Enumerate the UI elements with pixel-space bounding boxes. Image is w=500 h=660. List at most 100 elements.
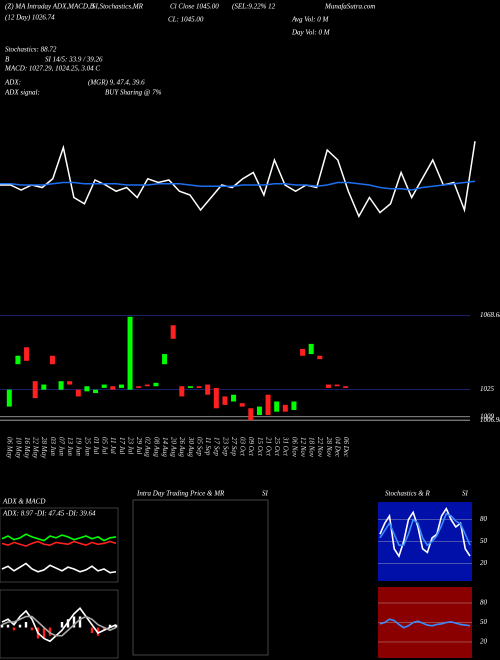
candle-body [325, 384, 331, 388]
candle-body [110, 386, 116, 390]
x-tick-label: 28 May [40, 437, 48, 459]
x-tick-label: 05 Jul [101, 437, 109, 454]
x-tick-label: 11 Sep [204, 437, 212, 456]
x-tick-label: 15 Oct [256, 437, 264, 457]
x-tick-label: 04 Dec [333, 437, 341, 458]
x-tick-label: 22 May [32, 437, 40, 459]
header-text: BUY Sharing @ 7% [105, 89, 162, 97]
candle-body [49, 355, 55, 365]
candle-body [93, 389, 99, 394]
histogram-bar [0, 624, 4, 628]
candle-body [75, 389, 81, 397]
histogram-bar [18, 624, 22, 628]
x-tick-label: 08 Aug [152, 437, 160, 457]
candle-body [67, 381, 73, 385]
header-text: MACD: 1027.29, 1024.25, 3.04 C [4, 65, 100, 73]
panel-title: Stochastics & R [385, 490, 430, 498]
candle-body [58, 381, 64, 390]
histogram-bar [24, 622, 28, 628]
x-tick-label: 03 Oct [239, 437, 247, 457]
candle-body [300, 348, 306, 356]
candle-body [6, 389, 12, 407]
x-tick-label: 26 Aug [178, 437, 186, 457]
histogram-bar [48, 627, 52, 636]
candle-body [239, 403, 245, 407]
candle-body [196, 386, 202, 388]
candle-body [118, 384, 124, 388]
panel-title: SI [262, 490, 269, 498]
panel-title: SI [462, 490, 469, 498]
y-tick-label: 1068.68 [480, 311, 500, 319]
x-tick-label: 06 Dec [342, 437, 350, 458]
header-text: SI,Stochastics,MR [92, 3, 144, 11]
header-text: (12 Day) 1026.74 [5, 14, 55, 22]
y-tick-label: 1009 [480, 412, 495, 420]
x-tick-label: 28 Nov [325, 437, 333, 458]
x-tick-label: 18 Nov [308, 437, 316, 458]
histogram-bar [72, 616, 76, 628]
histogram-bar [66, 619, 70, 628]
series-line [1, 607, 117, 643]
panel [0, 589, 119, 659]
header-text: ADX: [4, 79, 21, 87]
candle-body [144, 384, 150, 387]
x-tick-label: 01 Jul [92, 437, 100, 454]
x-tick-label: 10 May [14, 437, 22, 459]
y-tick-label: 20 [480, 638, 488, 646]
candle-body [274, 401, 280, 412]
histogram-bar [30, 627, 34, 631]
x-tick-label: 25 Jun [83, 437, 91, 456]
candle-body [187, 386, 193, 388]
histogram-bar [78, 616, 82, 628]
candle-body [291, 401, 297, 410]
x-tick-label: 17 Sep [213, 437, 221, 456]
histogram-bar [60, 622, 64, 628]
header-text: MunafaSutra.com [324, 3, 375, 11]
x-tick-label: 25 Oct [273, 437, 281, 457]
header-text: (Z) MA Intraday ADX,MACD,B [5, 3, 95, 11]
x-tick-label: 27 Sep [230, 437, 238, 456]
histogram-bar [114, 624, 118, 628]
candle-body [231, 394, 237, 402]
x-tick-label: 09 Oct [247, 437, 255, 457]
candle-body [265, 394, 271, 416]
series-line [1, 615, 117, 637]
y-tick-label: 50 [480, 618, 488, 626]
histogram-bar [90, 627, 94, 633]
x-tick-label: 17 Jul [118, 437, 126, 454]
series-line [379, 506, 471, 558]
x-tick-label: 02 Aug [144, 437, 152, 457]
candle-body [205, 384, 211, 395]
y-tick-label: 50 [480, 537, 488, 545]
candle-body [256, 406, 262, 416]
y-tick-label: 80 [480, 599, 488, 607]
header-text: (MGR) 9, 47.4, 39.6 [88, 79, 145, 87]
x-tick-label: 21 Oct [264, 437, 272, 457]
x-tick-label: 13 Jun [66, 437, 74, 456]
x-tick-label: 07 Jun [57, 437, 65, 456]
x-tick-label: 23 Sep [221, 437, 229, 456]
x-tick-label: 03 Jun [49, 437, 57, 456]
header-text: Cl Close 1045.00 [170, 3, 219, 11]
y-tick-label: 20 [480, 559, 488, 567]
x-tick-label: 19 Jun [75, 437, 83, 456]
series-line [0, 180, 476, 191]
series-line [1, 540, 117, 547]
y-tick-label: 80 [480, 515, 488, 523]
candle-body [179, 386, 185, 397]
x-tick-label: 30 Aug [187, 436, 195, 457]
header-text: Day Vol: 0 M [291, 29, 331, 37]
candle-body [248, 408, 254, 421]
candle-body [84, 386, 90, 392]
candle-body [41, 384, 47, 390]
candle-body [308, 343, 314, 355]
header-text: (SEL:9.22% 12 [232, 3, 276, 11]
series-line [1, 533, 117, 542]
header-text: SI 14/5: 33.9 / 39.26 [45, 56, 103, 64]
x-tick-label: 12 Nov [299, 437, 307, 458]
x-tick-label: 20 Aug [170, 437, 178, 457]
candle-body [170, 325, 176, 339]
panel-title: ADX & MACD [2, 498, 45, 506]
candle-body [136, 386, 142, 388]
